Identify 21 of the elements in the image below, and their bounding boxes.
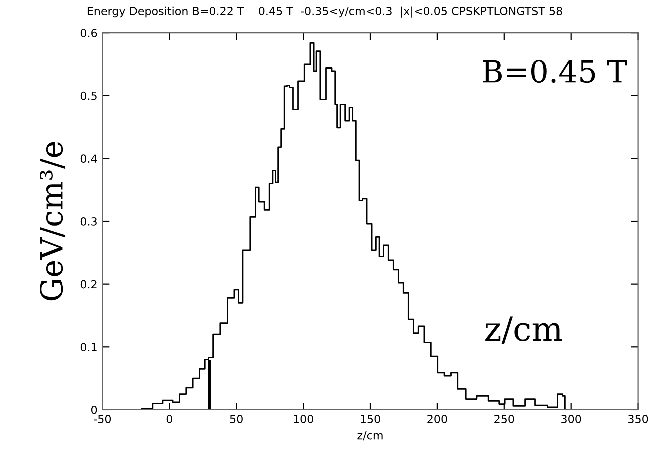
x-tick-label: -50 [94, 415, 112, 424]
y-axis-title: GeV/cm³/e [40, 142, 66, 301]
y-tick-label: 0.6 [80, 29, 98, 38]
chart-title: Energy Deposition B=0.22 T 0.45 T -0.35<y/cm<0.3 |x|<0.05 CPSKPTLONGTST 58 [88, 6, 562, 18]
y-tick-label: 0.4 [80, 154, 98, 164]
x-axis-title: z/cm [358, 431, 383, 441]
x-tick-label: 200 [428, 415, 448, 424]
annotation: z/cm [486, 316, 562, 344]
x-tick-label: 300 [562, 415, 582, 424]
annotation: B=0.45 T [483, 60, 628, 84]
x-tick-label: 50 [230, 415, 243, 424]
x-tick-label: 250 [494, 415, 514, 424]
x-tick-label: 0 [166, 415, 172, 424]
x-tick-label: 150 [361, 415, 380, 424]
y-tick-label: 0.5 [80, 92, 97, 100]
x-tick-label: 100 [294, 415, 314, 424]
y-tick-label: 0 [92, 406, 98, 414]
y-tick-label: 0.1 [80, 343, 97, 352]
y-tick-label: 0.3 [80, 217, 97, 226]
y-tick-label: 0.2 [80, 280, 97, 289]
x-tick-label: 350 [628, 415, 648, 424]
